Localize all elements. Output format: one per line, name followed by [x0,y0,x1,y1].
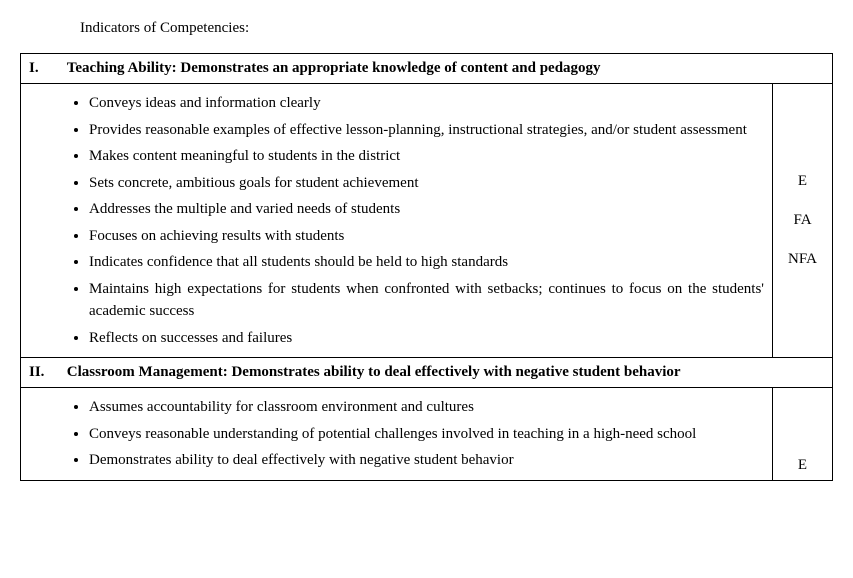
rating-label: E [798,457,807,473]
competency-table: I. Teaching Ability: Demonstrates an app… [20,53,833,481]
bullet-item: Reflects on successes and failures [89,325,764,352]
section-header-row: II. Classroom Management: Demonstrates a… [21,358,833,388]
section-roman: II. [29,364,63,381]
section-title: Teaching Ability: Demonstrates an approp… [67,60,822,77]
bullet-item: Makes content meaningful to students in … [89,143,764,170]
bullet-list: Assumes accountability for classroom env… [71,394,764,474]
bullets-cell: Conveys ideas and information clearly Pr… [21,84,773,358]
bullet-item: Assumes accountability for classroom env… [89,394,764,421]
rating-label: NFA [788,251,817,268]
section-content-row: Conveys ideas and information clearly Pr… [21,84,833,358]
bullet-item: Provides reasonable examples of effectiv… [89,117,764,144]
bullet-item: Sets concrete, ambitious goals for stude… [89,170,764,197]
section-content-row: Assumes accountability for classroom env… [21,388,833,481]
section-header-row: I. Teaching Ability: Demonstrates an app… [21,54,833,84]
ratings-cell: E FA NFA [773,84,833,358]
bullet-item: Demonstrates ability to deal effectively… [89,447,764,474]
section-header-cell: I. Teaching Ability: Demonstrates an app… [21,54,833,84]
rating-label: E [798,173,807,190]
section-roman: I. [29,60,63,77]
bullet-item: Conveys reasonable understanding of pote… [89,421,764,448]
bullet-item: Maintains high expectations for students… [89,276,764,325]
page-heading: Indicators of Competencies: [80,20,833,37]
rating-label: FA [793,212,811,229]
section-title: Classroom Management: Demonstrates abili… [67,364,822,381]
bullet-list: Conveys ideas and information clearly Pr… [71,90,764,351]
ratings-cell: E [773,388,833,481]
bullets-cell: Assumes accountability for classroom env… [21,388,773,481]
bullet-item: Addresses the multiple and varied needs … [89,196,764,223]
bullet-item: Conveys ideas and information clearly [89,90,764,117]
section-header-cell: II. Classroom Management: Demonstrates a… [21,358,833,388]
bullet-item: Indicates confidence that all students s… [89,249,764,276]
bullet-item: Focuses on achieving results with studen… [89,223,764,250]
